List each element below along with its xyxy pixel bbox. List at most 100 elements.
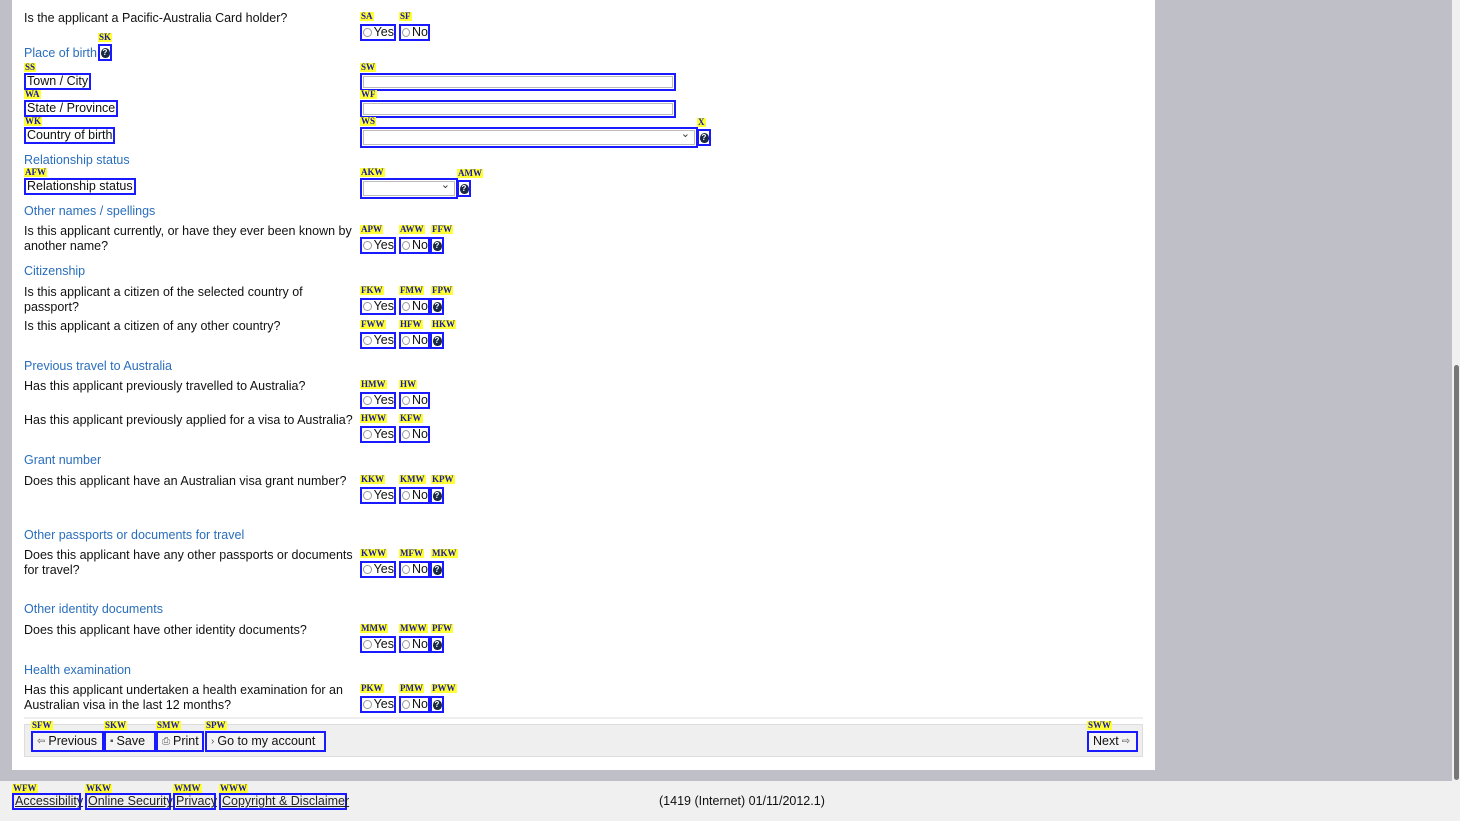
question-text: Does this applicant have other identity … <box>24 623 307 637</box>
account-button[interactable]: › Go to my account <box>205 731 326 752</box>
question-mark-icon: ? <box>432 490 442 501</box>
hint-label: PFW <box>431 623 453 633</box>
hint-label: KMW <box>399 474 426 484</box>
radio-no[interactable]: No <box>399 298 430 315</box>
radio-no[interactable]: No <box>399 561 430 578</box>
section-heading: Place of birth <box>24 46 97 60</box>
hint-label: AKW <box>360 167 385 177</box>
question-mark-icon: ? <box>100 47 110 58</box>
section-heading: Relationship status <box>24 153 130 167</box>
hint-label: HMW <box>360 379 387 389</box>
hint-label: SPW <box>205 720 227 730</box>
radio-yes[interactable]: Yes <box>360 561 396 578</box>
help-button[interactable]: ? <box>430 298 444 315</box>
radio-yes[interactable]: Yes <box>360 426 396 443</box>
radio-label: No <box>412 25 428 39</box>
town-city-input[interactable] <box>360 73 676 91</box>
next-button[interactable]: Next ⇨ <box>1087 731 1138 752</box>
help-button[interactable]: ? <box>430 332 444 349</box>
hint-label: KKW <box>360 474 386 484</box>
button-label: Save <box>116 734 146 748</box>
radio-yes[interactable]: Yes <box>360 696 396 713</box>
hint-label: SFW <box>31 720 53 730</box>
hint-label: PWW <box>431 683 457 693</box>
question-mark-icon: ? <box>432 564 442 575</box>
radio-yes[interactable]: Yes <box>360 332 396 349</box>
radio-circle-icon <box>363 700 372 709</box>
radio-no[interactable]: No <box>399 426 430 443</box>
hint-label: AFW <box>24 167 47 177</box>
question-text: Has this applicant previously travelled … <box>24 379 306 393</box>
state-province-input[interactable] <box>360 100 676 118</box>
hint-label: PMW <box>399 683 424 693</box>
relationship-help[interactable]: ? <box>457 180 471 197</box>
question-text: Does this applicant have an Australian v… <box>24 474 347 488</box>
hint-label: AMW <box>457 168 483 178</box>
floppy-icon: ▪ <box>110 736 114 747</box>
footer-link[interactable]: Online Security <box>85 793 173 810</box>
hint-label: SW <box>360 62 377 72</box>
radio-label: Yes <box>373 299 394 313</box>
version-text: (1419 (Internet) 01/11/2012.1) <box>659 794 825 808</box>
radio-no[interactable]: No <box>399 237 430 254</box>
print-button[interactable]: ⎙ Print <box>156 731 204 752</box>
radio-label: Yes <box>373 238 394 252</box>
hint-label: X <box>697 117 706 127</box>
hint-label: SK <box>98 32 113 42</box>
chevron-right-icon: › <box>211 736 215 747</box>
radio-yes[interactable]: Yes <box>360 298 396 315</box>
hint-label: WFW <box>12 783 38 793</box>
hint-label: HWW <box>360 413 388 423</box>
radio-circle-icon <box>363 491 372 500</box>
footer-link[interactable]: Copyright & Disclaimer <box>219 793 349 810</box>
radio-no[interactable]: No <box>399 696 430 713</box>
radio-no[interactable]: No <box>399 332 430 349</box>
button-label: Print <box>173 734 199 748</box>
country-help[interactable]: ? <box>697 129 711 146</box>
radio-label: Yes <box>373 488 394 502</box>
printer-icon: ⎙ <box>162 736 170 747</box>
question-text: Is this applicant a citizen of any other… <box>24 319 281 333</box>
question-mark-icon: ? <box>432 240 442 251</box>
hint-label: FWW <box>360 319 386 329</box>
hint-label: WF <box>360 89 377 99</box>
radio-label: No <box>412 697 428 711</box>
help-button[interactable]: ? <box>430 487 444 504</box>
save-button[interactable]: ▪ Save <box>104 731 156 752</box>
help-button[interactable]: ? <box>430 237 444 254</box>
hint-label: AWW <box>399 224 425 234</box>
radio-no[interactable]: No <box>399 636 430 653</box>
radio-yes[interactable]: Yes <box>360 24 396 41</box>
hint-label: WS <box>360 116 377 126</box>
field-label: Country of birth <box>24 127 116 144</box>
hint-label: MWW <box>399 623 428 633</box>
hint-label: FKW <box>360 285 384 295</box>
help-button[interactable]: ? <box>430 636 444 653</box>
question-text: Is the applicant a Pacific-Australia Car… <box>24 11 288 25</box>
hint-label: KPW <box>431 474 455 484</box>
radio-label: No <box>412 393 428 407</box>
radio-yes[interactable]: Yes <box>360 392 396 409</box>
help-button[interactable]: ? <box>430 561 444 578</box>
radio-yes[interactable]: Yes <box>360 237 396 254</box>
footer-link[interactable]: Accessibility <box>12 793 83 810</box>
country-of-birth-select[interactable] <box>360 127 698 148</box>
radio-circle-icon <box>402 28 411 37</box>
radio-no[interactable]: No <box>399 24 430 41</box>
radio-no[interactable]: No <box>399 487 430 504</box>
scrollbar-thumb[interactable] <box>1454 365 1459 780</box>
place-of-birth-help[interactable]: ? <box>98 44 112 61</box>
previous-button[interactable]: ⇦ Previous <box>31 731 104 752</box>
hint-label: SMW <box>156 720 181 730</box>
hint-label: WKW <box>85 783 113 793</box>
radio-yes[interactable]: Yes <box>360 636 396 653</box>
radio-yes[interactable]: Yes <box>360 487 396 504</box>
hint-label: PKW <box>360 683 384 693</box>
help-button[interactable]: ? <box>430 696 444 713</box>
radio-circle-icon <box>402 640 411 649</box>
hint-label: WA <box>24 89 41 99</box>
footer-link[interactable]: Privacy <box>173 793 217 810</box>
radio-no[interactable]: No <box>399 392 430 409</box>
section-heading: Citizenship <box>24 264 86 278</box>
relationship-status-select[interactable] <box>360 178 458 199</box>
